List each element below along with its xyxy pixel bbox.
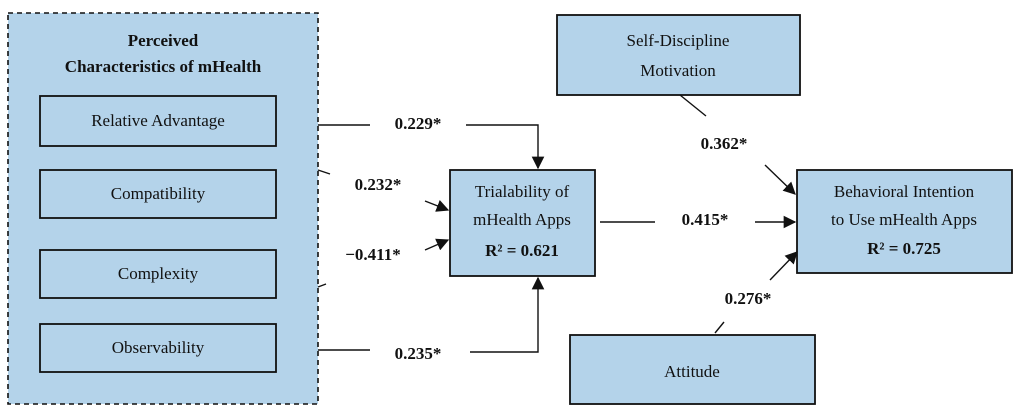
node-label: mHealth Apps bbox=[473, 210, 571, 229]
node-box bbox=[796, 169, 1013, 274]
item-label: Complexity bbox=[118, 264, 199, 283]
path-coefficient: −0.411* bbox=[345, 245, 401, 264]
node-box bbox=[449, 169, 596, 277]
item-box bbox=[39, 249, 277, 299]
node-label: R² = 0.725 bbox=[867, 239, 941, 258]
node-label: Attitude bbox=[664, 362, 720, 381]
path-coefficient: 0.229* bbox=[395, 114, 442, 133]
node-label: to Use mHealth Apps bbox=[831, 210, 977, 229]
node-box bbox=[569, 334, 816, 405]
item-label: Observability bbox=[112, 338, 205, 357]
path-coefficient: 0.232* bbox=[355, 175, 402, 194]
node-label: Motivation bbox=[640, 61, 716, 80]
node-label: Self-Discipline bbox=[627, 31, 730, 50]
item-label: Compatibility bbox=[111, 184, 206, 203]
item-label: Relative Advantage bbox=[91, 111, 225, 130]
item-box bbox=[39, 323, 277, 373]
path-coefficient: 0.276* bbox=[725, 289, 772, 308]
node-label: R² = 0.621 bbox=[485, 241, 559, 260]
path-coefficient: 0.362* bbox=[701, 134, 748, 153]
group-title: Perceived bbox=[128, 31, 199, 50]
node-label: Behavioral Intention bbox=[834, 182, 975, 201]
path-coefficient: 0.235* bbox=[395, 344, 442, 363]
node-label: Trialability of bbox=[475, 182, 570, 201]
path-coefficient: 0.415* bbox=[682, 210, 729, 229]
group-title: Characteristics of mHealth bbox=[65, 57, 262, 76]
item-box bbox=[39, 95, 277, 147]
arrows bbox=[317, 94, 798, 353]
item-box bbox=[39, 169, 277, 219]
node-box bbox=[556, 14, 801, 96]
